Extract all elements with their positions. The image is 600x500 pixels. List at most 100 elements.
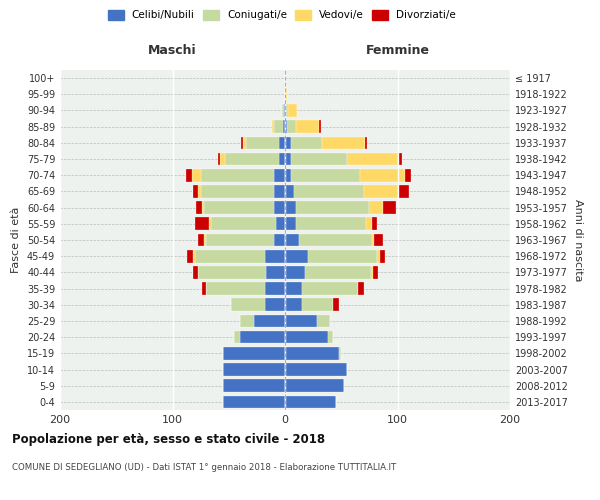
Bar [186,169,191,181]
Text: COMUNE DI SEDEGLIANO (UD) - Dati ISTAT 1° gennaio 2018 - Elaborazione TUTTITALIA: COMUNE DI SEDEGLIANO (UD) - Dati ISTAT 1… [12,462,396,471]
Bar [319,120,321,133]
Bar [286,104,289,117]
Bar [398,152,402,166]
Bar [371,234,374,246]
Bar [218,152,220,166]
Bar [274,185,285,198]
Bar [334,298,339,311]
Bar [398,185,409,198]
Bar [274,234,285,246]
Bar [371,266,373,278]
Bar [240,331,285,344]
Bar [200,169,274,181]
Bar [302,298,334,311]
Legend: Celibi/Nubili, Coniugati/e, Vedovi/e, Divorziati/e: Celibi/Nubili, Coniugati/e, Vedovi/e, Di… [108,10,456,20]
Bar [339,347,341,360]
Text: Popolazione per età, sesso e stato civile - 2018: Popolazione per età, sesso e stato civil… [12,432,325,446]
Bar [383,202,397,214]
Bar [294,185,364,198]
Bar [328,331,334,344]
Bar [266,266,285,278]
Bar [191,169,200,181]
Bar [206,282,265,295]
Bar [274,202,285,214]
Bar [299,234,371,246]
Bar [280,152,285,166]
Bar [274,169,285,181]
Bar [290,136,322,149]
Bar [196,202,202,214]
Bar [377,250,380,262]
Bar [285,185,294,198]
Bar [347,152,398,166]
Bar [285,396,335,408]
Bar [322,136,365,149]
Bar [265,282,285,295]
Bar [206,234,274,246]
Y-axis label: Fasce di età: Fasce di età [11,207,21,273]
Bar [187,250,193,262]
Bar [276,218,285,230]
Bar [223,380,285,392]
Bar [305,266,371,278]
Bar [211,218,276,230]
Bar [280,136,285,149]
Bar [285,120,287,133]
Bar [244,136,245,149]
Bar [285,282,302,295]
Bar [285,347,339,360]
Y-axis label: Anni di nascita: Anni di nascita [573,198,583,281]
Bar [364,185,398,198]
Bar [365,136,367,149]
Bar [308,250,377,262]
Bar [285,380,343,392]
Text: Maschi: Maschi [148,44,197,57]
Bar [283,120,285,133]
Bar [285,250,308,262]
Bar [193,185,199,198]
Bar [290,169,361,181]
Bar [289,104,298,117]
Bar [296,120,319,133]
Bar [290,152,347,166]
Bar [285,234,299,246]
Bar [296,218,366,230]
Bar [254,314,285,328]
Bar [406,169,411,181]
Bar [235,331,240,344]
Bar [223,363,285,376]
Bar [209,218,211,230]
Bar [281,104,284,117]
Bar [284,104,285,117]
Bar [285,298,302,311]
Bar [285,331,328,344]
Bar [200,185,274,198]
Bar [285,104,286,117]
Bar [195,250,265,262]
Bar [296,202,370,214]
Bar [193,250,195,262]
Bar [202,282,206,295]
Bar [285,136,290,149]
Bar [285,88,287,101]
Bar [361,169,406,181]
Bar [271,120,274,133]
Bar [199,185,200,198]
Bar [226,152,280,166]
Bar [204,234,206,246]
Bar [199,266,266,278]
Bar [285,314,317,328]
Bar [285,266,305,278]
Bar [370,202,383,214]
Bar [245,136,280,149]
Bar [285,152,290,166]
Bar [285,169,290,181]
Bar [193,266,199,278]
Bar [285,218,296,230]
Bar [265,250,285,262]
Bar [302,282,358,295]
Bar [202,202,204,214]
Bar [220,152,226,166]
Bar [241,136,244,149]
Bar [223,396,285,408]
